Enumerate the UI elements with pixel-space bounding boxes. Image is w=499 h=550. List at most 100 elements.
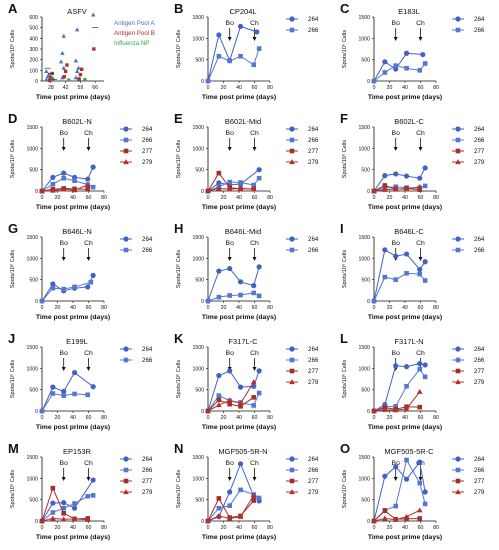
- x-tick-label: 0: [207, 415, 210, 421]
- data-point: [403, 513, 410, 519]
- data-point: [65, 63, 69, 67]
- y-tick-label: 1000: [26, 476, 38, 482]
- data-point: [382, 183, 388, 188]
- annotation-label: Ch: [250, 20, 259, 27]
- legend-label: 264: [474, 456, 485, 463]
- data-point: [416, 388, 423, 394]
- data-point: [205, 78, 211, 84]
- legend-label: 264: [308, 126, 319, 133]
- data-point: [417, 187, 423, 193]
- panel-letter: E: [174, 111, 183, 126]
- data-point: [422, 165, 428, 171]
- y-tick-label: 1000: [26, 366, 38, 372]
- y-tick-label: 600: [29, 15, 38, 21]
- legend-marker: [455, 368, 461, 374]
- data-point: [250, 186, 257, 192]
- annotation-label: Ch: [416, 20, 425, 27]
- y-tick-label: 1500: [26, 125, 38, 131]
- legend-marker: [455, 137, 461, 143]
- legend-label: 264: [308, 236, 319, 243]
- x-tick-label: 20: [387, 525, 393, 531]
- y-tick-label: 1500: [358, 15, 370, 21]
- data-point: [44, 69, 49, 73]
- data-point: [416, 183, 423, 189]
- data-point: [404, 457, 409, 463]
- y-tick-label: 100: [29, 68, 38, 74]
- y-tick-label: 500: [29, 278, 38, 284]
- legend-marker: [455, 346, 461, 352]
- legend-marker: [455, 126, 461, 132]
- legend-marker: [289, 346, 295, 352]
- y-tick-label: 1500: [192, 125, 204, 131]
- data-point: [251, 283, 257, 289]
- legend-label: 266: [308, 137, 319, 144]
- x-tick-label: 60: [252, 525, 258, 531]
- y-tick-label: 1500: [26, 235, 38, 241]
- chart-title: E183L: [398, 7, 420, 16]
- annotation-arrowhead: [252, 367, 257, 371]
- data-point: [237, 185, 244, 191]
- legend-label: 277: [474, 148, 485, 155]
- x-tick-label: 60: [418, 195, 424, 201]
- y-tick-label: 1000: [26, 256, 38, 262]
- data-point: [403, 50, 410, 56]
- data-point: [238, 404, 243, 409]
- panel-f: F B602L-C 0 500 1000 1500 Spots/10⁶ Cells Time …: [340, 111, 485, 211]
- y-tick-label: 1500: [358, 345, 370, 351]
- data-point: [393, 171, 399, 177]
- legend-marker: [455, 236, 461, 242]
- data-point: [90, 477, 96, 483]
- x-axis-label: Time post prime (days): [368, 534, 442, 541]
- annotation-label: Bo: [226, 130, 235, 137]
- y-axis-label: Spots/10⁶ Cells: [9, 360, 16, 399]
- data-point: [422, 501, 428, 507]
- series-line-266: [207, 48, 260, 82]
- legend-label: 264: [474, 346, 485, 353]
- data-point: [422, 61, 428, 66]
- panel-k: K F317L-C 0 500 1000 1500 Spots/10⁶ Cells Time …: [174, 331, 319, 431]
- legend-label: 277: [474, 478, 485, 485]
- chart-title: MGF505-5R-C: [384, 447, 434, 456]
- annotation-arrowhead: [393, 477, 398, 481]
- legend-marker: [455, 159, 461, 165]
- x-tick-label: 40: [402, 195, 408, 201]
- chart-title: EP153R: [63, 447, 92, 456]
- chart-title: F317L-C: [228, 337, 258, 346]
- annotation-label: Bo: [226, 20, 235, 27]
- data-point: [78, 72, 83, 77]
- data-point: [404, 383, 409, 389]
- legend-marker: [289, 467, 295, 473]
- x-axis-label: Time post prime (days): [36, 534, 110, 541]
- x-tick-label: 40: [402, 415, 408, 421]
- panel-letter: B: [174, 1, 183, 16]
- legend-label: 264: [308, 16, 319, 23]
- data-point: [382, 59, 388, 65]
- data-point: [72, 178, 77, 184]
- data-point: [404, 65, 409, 71]
- x-tick-label: 20: [387, 415, 393, 421]
- data-point: [61, 286, 66, 292]
- data-point: [72, 501, 77, 506]
- y-axis-label: Spots/10⁶ Cells: [341, 140, 348, 179]
- data-point: [227, 401, 232, 407]
- x-tick-label: 0: [373, 415, 376, 421]
- legend-marker: [455, 27, 461, 33]
- data-point: [61, 500, 67, 506]
- panel-letter: A: [8, 1, 18, 16]
- data-point: [60, 186, 67, 192]
- data-point: [205, 298, 211, 304]
- annotation-arrowhead: [393, 37, 398, 41]
- y-tick-label: 0: [35, 79, 38, 85]
- legend-label: 264: [142, 236, 153, 243]
- annotation-label: Bo: [60, 240, 69, 247]
- panel-b: B CP204L 0 500 1000 1500 Spots/10⁶ Cells Time p…: [174, 1, 319, 101]
- x-tick-label: 0: [373, 525, 376, 531]
- data-point: [50, 174, 56, 180]
- panel-letter: N: [174, 441, 183, 456]
- data-point: [50, 485, 56, 491]
- y-tick-label: 400: [29, 36, 38, 42]
- annotation-arrowhead: [86, 147, 91, 151]
- y-tick-label: 1000: [26, 146, 38, 152]
- x-tick-label: 40: [236, 195, 242, 201]
- annotation-label: Bo: [226, 350, 235, 357]
